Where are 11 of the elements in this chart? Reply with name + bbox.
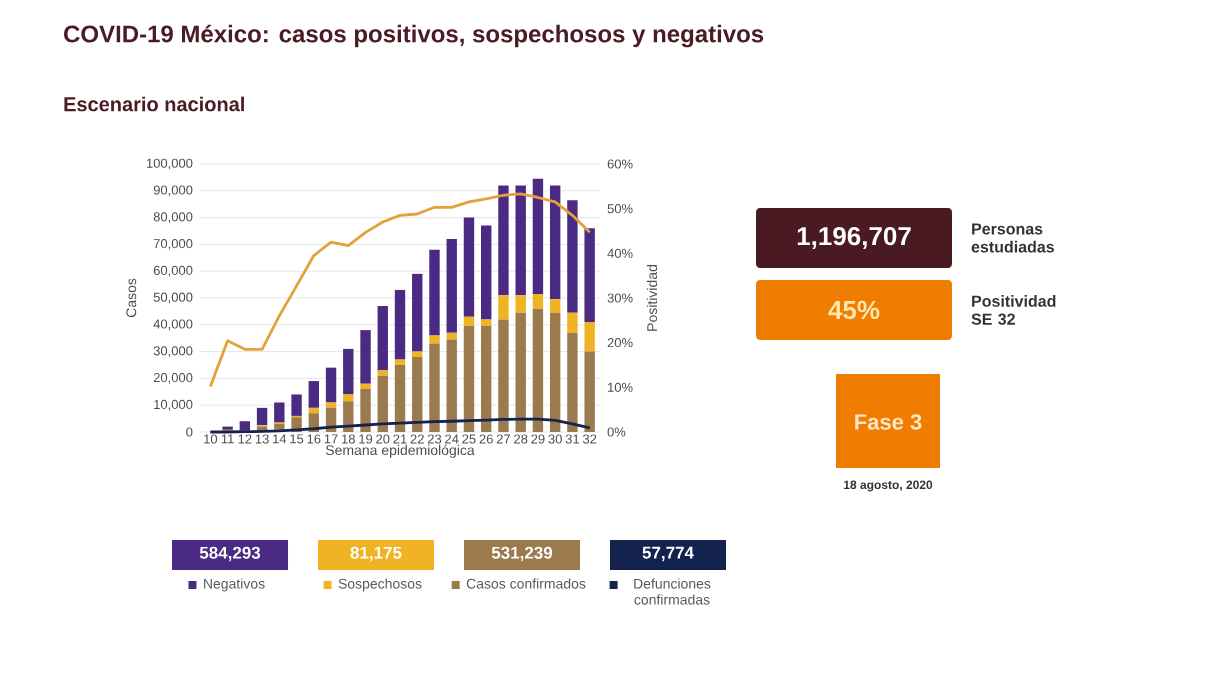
text: 81,175: [350, 546, 402, 562]
text: 584,293: [199, 546, 261, 562]
text: 57,774: [642, 546, 694, 562]
text: Positividad SE 32: [971, 295, 1056, 325]
text: 45%: [828, 300, 880, 320]
text: 531,239: [491, 546, 553, 562]
chart-title: COVID-19 México: casos positivos, sospechosos y negativos: [64, 24, 764, 48]
text: Fase 3: [855, 414, 922, 430]
text: 1,196,707: [797, 226, 911, 250]
chart-subtitle: Escenario nacional: [64, 96, 244, 112]
text: Personas estudiadas: [971, 223, 1054, 253]
